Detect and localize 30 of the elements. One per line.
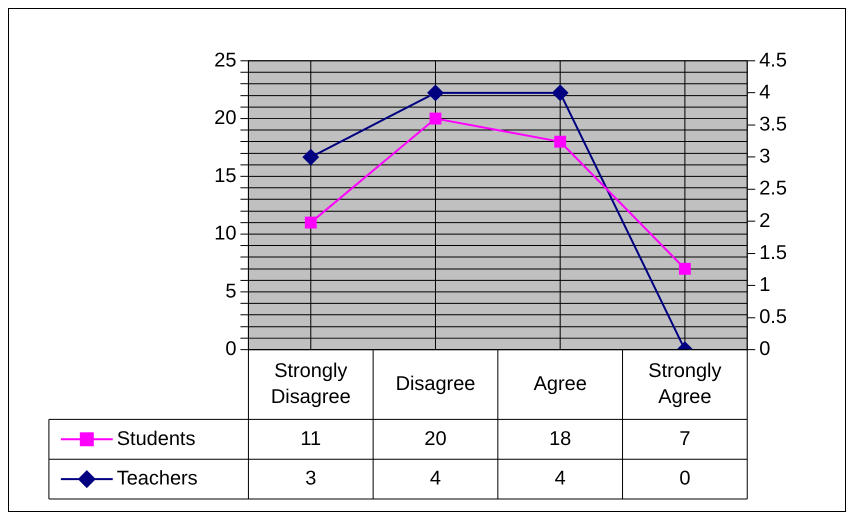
x-tick-label: Strongly Agree [648, 360, 722, 408]
y2-tick-label: 1 [759, 274, 770, 296]
x-tick-label: Disagree [396, 373, 476, 395]
y-tick-label: 20 [214, 107, 236, 130]
y2-tick-label: 2.5 [759, 178, 787, 200]
y2-tick-label: 1.5 [759, 242, 787, 264]
y2-tick-label: 4.5 [759, 49, 787, 72]
y-tick-label: 25 [214, 49, 236, 72]
data-label: 18 [549, 428, 572, 450]
data-label: 7 [679, 428, 690, 450]
y2-tick-label: 2 [759, 210, 770, 232]
y2-tick-label: 3.5 [759, 113, 787, 136]
data-label: 0 [679, 468, 690, 490]
data-label: 4 [554, 468, 566, 490]
data-label: 20 [424, 428, 447, 450]
y2-tick-label: 0.5 [759, 306, 787, 328]
y-tick-label: 10 [214, 222, 236, 245]
data-label: 11 [300, 428, 322, 450]
x-tick-label: Strongly Disagree [270, 360, 351, 408]
y2-tick-label: 3 [759, 146, 770, 168]
data-label: 4 [430, 468, 442, 490]
legend-label: Students [116, 428, 196, 450]
y-tick-label: 15 [214, 164, 236, 187]
legend-label: Teachers [116, 468, 198, 490]
y2-tick-label: 4 [759, 81, 770, 104]
y-tick-label: 5 [225, 280, 236, 302]
y-tick-label: 0 [225, 338, 236, 360]
data-label: 3 [305, 468, 316, 490]
x-tick-label: Agree [534, 373, 587, 395]
y2-tick-label: 0 [759, 338, 770, 360]
